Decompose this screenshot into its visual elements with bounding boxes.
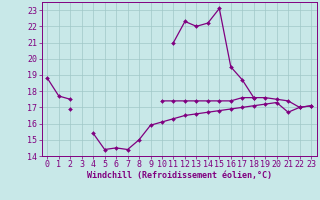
X-axis label: Windchill (Refroidissement éolien,°C): Windchill (Refroidissement éolien,°C) — [87, 171, 272, 180]
